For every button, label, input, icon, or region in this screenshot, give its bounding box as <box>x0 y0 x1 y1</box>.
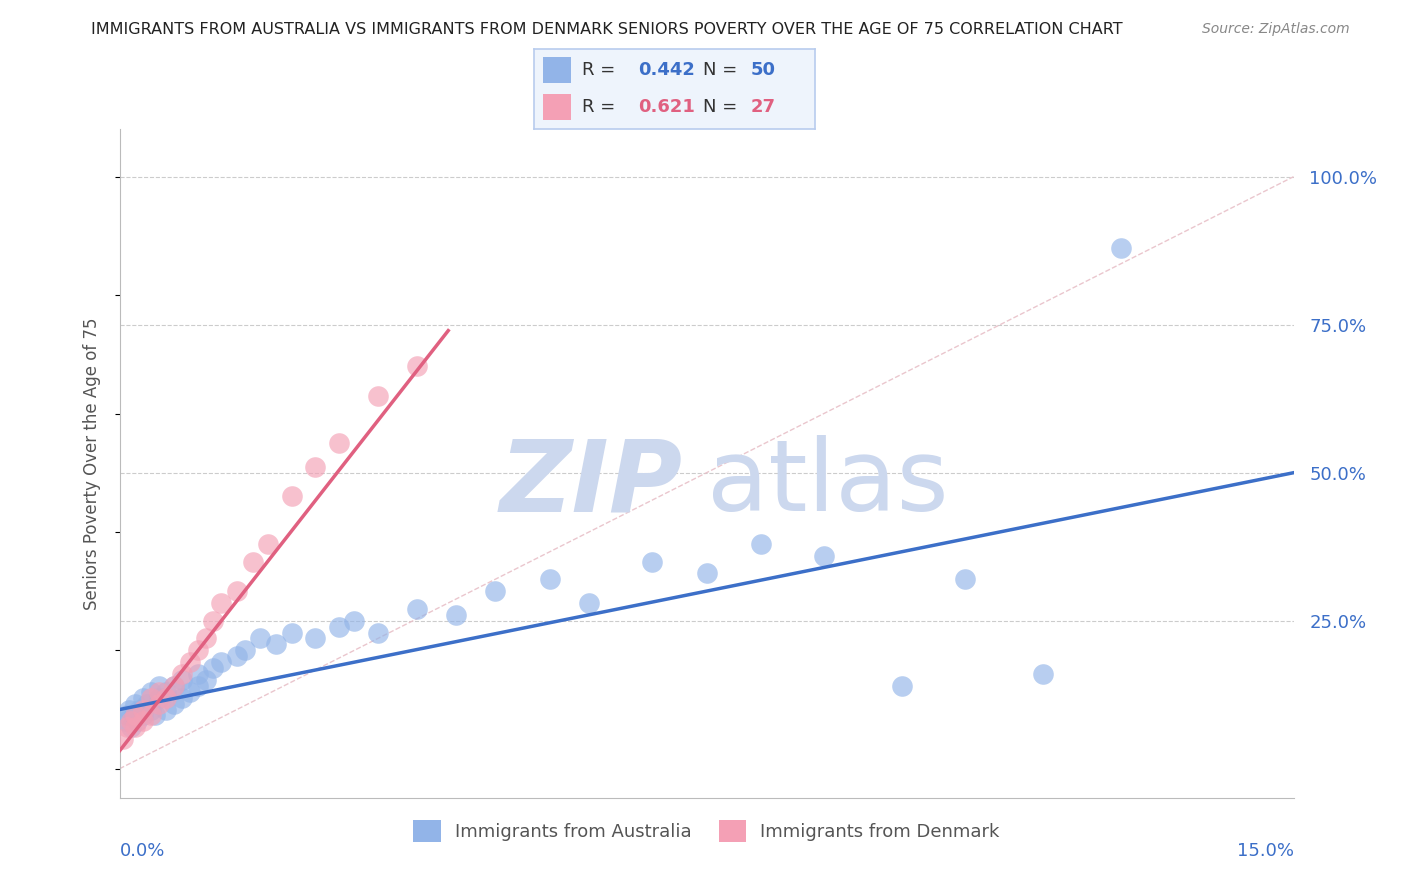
Point <box>304 632 326 646</box>
Point <box>242 555 264 569</box>
Point <box>128 702 150 716</box>
Point <box>148 697 170 711</box>
Point <box>202 614 225 628</box>
Point <box>132 708 155 723</box>
Point <box>367 625 389 640</box>
Point <box>139 690 162 705</box>
Text: Source: ZipAtlas.com: Source: ZipAtlas.com <box>1202 22 1350 37</box>
Point <box>124 708 146 723</box>
Text: N =: N = <box>703 61 742 78</box>
Point <box>891 679 914 693</box>
Point <box>120 714 142 729</box>
Point <box>257 537 280 551</box>
Text: ZIP: ZIP <box>501 435 683 533</box>
Point <box>179 655 201 669</box>
Point <box>179 685 201 699</box>
Point <box>280 625 302 640</box>
Point <box>148 690 170 705</box>
Text: R =: R = <box>582 61 621 78</box>
Point <box>120 720 142 734</box>
Text: 50: 50 <box>751 61 776 78</box>
Point <box>132 714 155 729</box>
Point <box>155 685 177 699</box>
Point <box>1032 667 1054 681</box>
Point <box>953 572 976 586</box>
Point <box>202 661 225 675</box>
Point <box>209 655 232 669</box>
Point <box>328 620 350 634</box>
Point <box>172 690 194 705</box>
Point <box>444 607 467 622</box>
Point <box>163 679 186 693</box>
Point <box>172 673 194 687</box>
Point <box>209 596 232 610</box>
Point <box>328 436 350 450</box>
Point <box>187 667 209 681</box>
Point <box>641 555 664 569</box>
Point <box>122 708 145 723</box>
Y-axis label: Seniors Poverty Over the Age of 75: Seniors Poverty Over the Age of 75 <box>83 318 101 610</box>
Text: 0.0%: 0.0% <box>120 842 165 860</box>
Point <box>143 708 166 723</box>
Legend: Immigrants from Australia, Immigrants from Denmark: Immigrants from Australia, Immigrants fr… <box>406 813 1007 849</box>
Point <box>578 596 600 610</box>
Point <box>139 702 162 716</box>
Point <box>249 632 271 646</box>
Point <box>163 679 186 693</box>
Point <box>194 632 217 646</box>
Point <box>406 359 429 373</box>
Point <box>118 702 141 716</box>
Text: N =: N = <box>703 98 742 116</box>
Point <box>749 537 772 551</box>
Point <box>139 708 162 723</box>
Point <box>304 459 326 474</box>
Point <box>124 720 146 734</box>
Point <box>187 679 209 693</box>
Point <box>125 714 148 729</box>
Point <box>117 720 139 734</box>
Point <box>112 732 135 747</box>
Text: R =: R = <box>582 98 621 116</box>
Point <box>155 702 177 716</box>
Point <box>233 643 256 657</box>
Point <box>148 685 170 699</box>
Point <box>194 673 217 687</box>
Point <box>124 697 146 711</box>
Point <box>132 702 155 716</box>
Point <box>813 549 835 563</box>
Point <box>172 667 194 681</box>
Point <box>367 389 389 403</box>
Bar <box>543 57 571 83</box>
Point <box>187 643 209 657</box>
Point <box>280 490 302 504</box>
Point <box>135 697 157 711</box>
Text: 0.621: 0.621 <box>638 98 695 116</box>
Point <box>148 679 170 693</box>
Bar <box>543 94 571 120</box>
Point <box>696 566 718 581</box>
Point <box>538 572 561 586</box>
Point <box>343 614 366 628</box>
Text: 15.0%: 15.0% <box>1236 842 1294 860</box>
Point <box>225 649 249 664</box>
Point <box>264 637 287 651</box>
Point <box>114 714 136 729</box>
Point <box>132 690 155 705</box>
Point <box>117 708 139 723</box>
Text: IMMIGRANTS FROM AUSTRALIA VS IMMIGRANTS FROM DENMARK SENIORS POVERTY OVER THE AG: IMMIGRANTS FROM AUSTRALIA VS IMMIGRANTS … <box>91 22 1123 37</box>
Point <box>225 584 249 599</box>
Point <box>163 697 186 711</box>
Point <box>155 690 177 705</box>
Text: 0.442: 0.442 <box>638 61 695 78</box>
Point <box>406 602 429 616</box>
Point <box>139 685 162 699</box>
Text: 27: 27 <box>751 98 776 116</box>
Point <box>484 584 506 599</box>
Text: atlas: atlas <box>707 435 948 533</box>
Point <box>1111 241 1133 255</box>
